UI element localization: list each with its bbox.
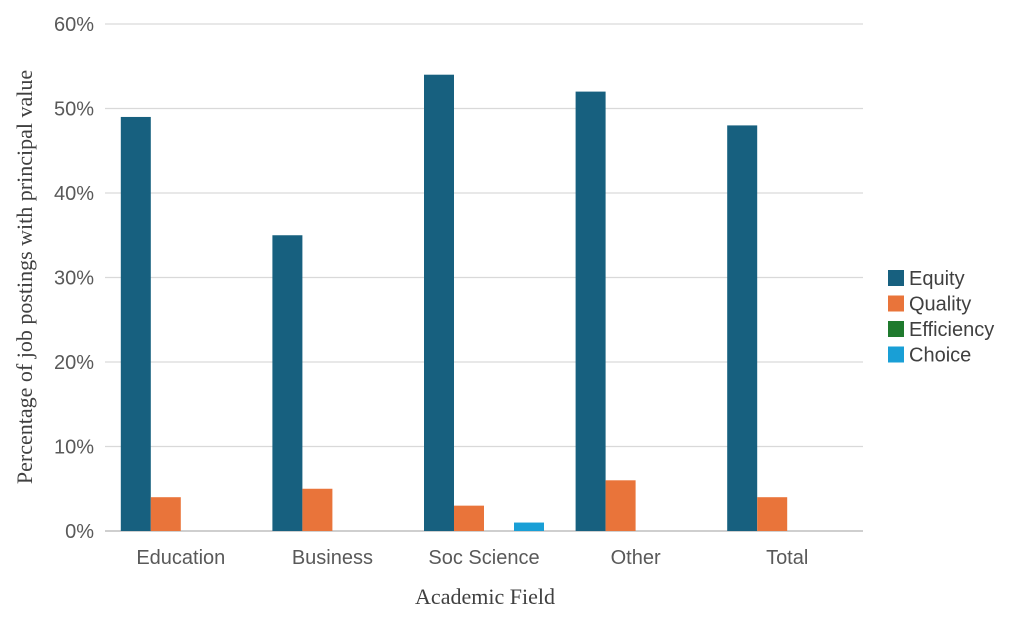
legend-swatch-efficiency xyxy=(888,321,904,337)
x-tick-label: Business xyxy=(292,547,373,569)
legend-label-equity: Equity xyxy=(909,268,965,290)
legend: Equity Quality Efficiency Choice xyxy=(888,268,994,367)
legend-label-efficiency: Efficiency xyxy=(909,319,994,341)
bar-quality-other xyxy=(605,480,636,531)
y-tick-label: 10% xyxy=(54,437,94,459)
bar-choice-soc-science xyxy=(514,522,544,531)
x-tick-label: Soc Science xyxy=(428,547,539,569)
legend-label-choice: Choice xyxy=(909,345,971,367)
x-axis-ticks: Education Business Soc Science Other Total xyxy=(136,547,808,569)
x-tick-label: Education xyxy=(136,547,225,569)
y-tick-label: 50% xyxy=(54,99,94,121)
y-tick-label: 0% xyxy=(65,521,94,543)
y-axis-ticks: 0% 10% 20% 30% 40% 50% 60% xyxy=(54,14,94,543)
bar-equity-other xyxy=(575,91,606,531)
gridlines xyxy=(105,23,863,532)
bar-quality-soc-science xyxy=(454,505,484,531)
bar-equity-total xyxy=(727,125,758,532)
legend-label-quality: Quality xyxy=(909,294,971,316)
x-tick-label: Total xyxy=(766,547,808,569)
bar-equity-education xyxy=(120,116,151,531)
bars xyxy=(120,74,788,532)
y-tick-label: 30% xyxy=(54,268,94,290)
legend-swatch-equity xyxy=(888,270,904,286)
x-tick-label: Other xyxy=(611,547,661,569)
bar-quality-education xyxy=(150,497,181,531)
y-tick-label: 40% xyxy=(54,183,94,205)
bar-quality-business xyxy=(302,488,333,531)
legend-swatch-quality xyxy=(888,295,904,312)
y-tick-label: 60% xyxy=(54,14,94,36)
y-tick-label: 20% xyxy=(54,352,94,374)
bar-equity-business xyxy=(272,235,303,531)
y-axis-title: Percentage of job postings with principa… xyxy=(12,70,37,484)
x-axis-title: Academic Field xyxy=(415,584,555,609)
bar-quality-total xyxy=(757,497,788,531)
bar-equity-soc-science xyxy=(424,74,454,531)
legend-swatch-choice xyxy=(888,346,904,363)
